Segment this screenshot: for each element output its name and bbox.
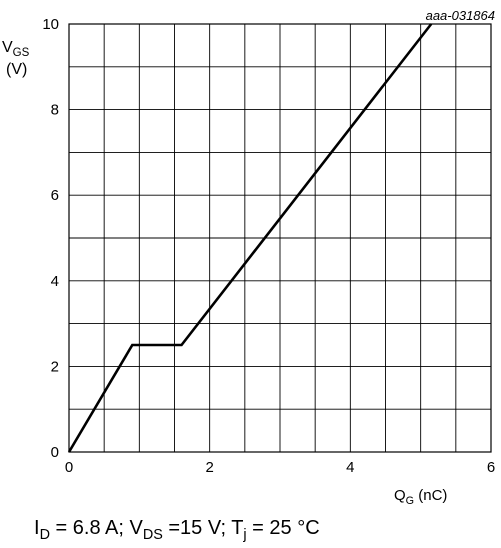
y-tick-label: 4 bbox=[51, 273, 59, 290]
x-tick-label: 4 bbox=[346, 459, 354, 476]
y-tick-label: 6 bbox=[51, 187, 59, 204]
figure-id: aaa-031864 bbox=[426, 8, 495, 23]
y-tick-labels: 0 2 4 6 8 10 bbox=[42, 16, 59, 461]
x-tick-label: 0 bbox=[65, 459, 73, 476]
y-axis-label: VGS bbox=[2, 39, 30, 59]
x-tick-label: 2 bbox=[205, 459, 213, 476]
plot-frame bbox=[68, 23, 492, 453]
x-tick-label: 6 bbox=[487, 459, 495, 476]
y-tick-label: 2 bbox=[51, 358, 59, 375]
series-line bbox=[67, 23, 433, 453]
y-axis-unit: (V) bbox=[6, 61, 27, 78]
y-tick-label: 8 bbox=[51, 102, 59, 119]
y-tick-label: 10 bbox=[42, 16, 59, 33]
y-tick-label: 0 bbox=[51, 444, 59, 461]
x-tick-labels: 0 2 4 6 bbox=[65, 459, 495, 476]
grid-lines bbox=[69, 24, 491, 452]
conditions-caption: ID = 6.8 A; VDS =15 V; Tj = 25 °C bbox=[34, 517, 320, 543]
x-axis-label: QG (nC) bbox=[394, 487, 447, 507]
